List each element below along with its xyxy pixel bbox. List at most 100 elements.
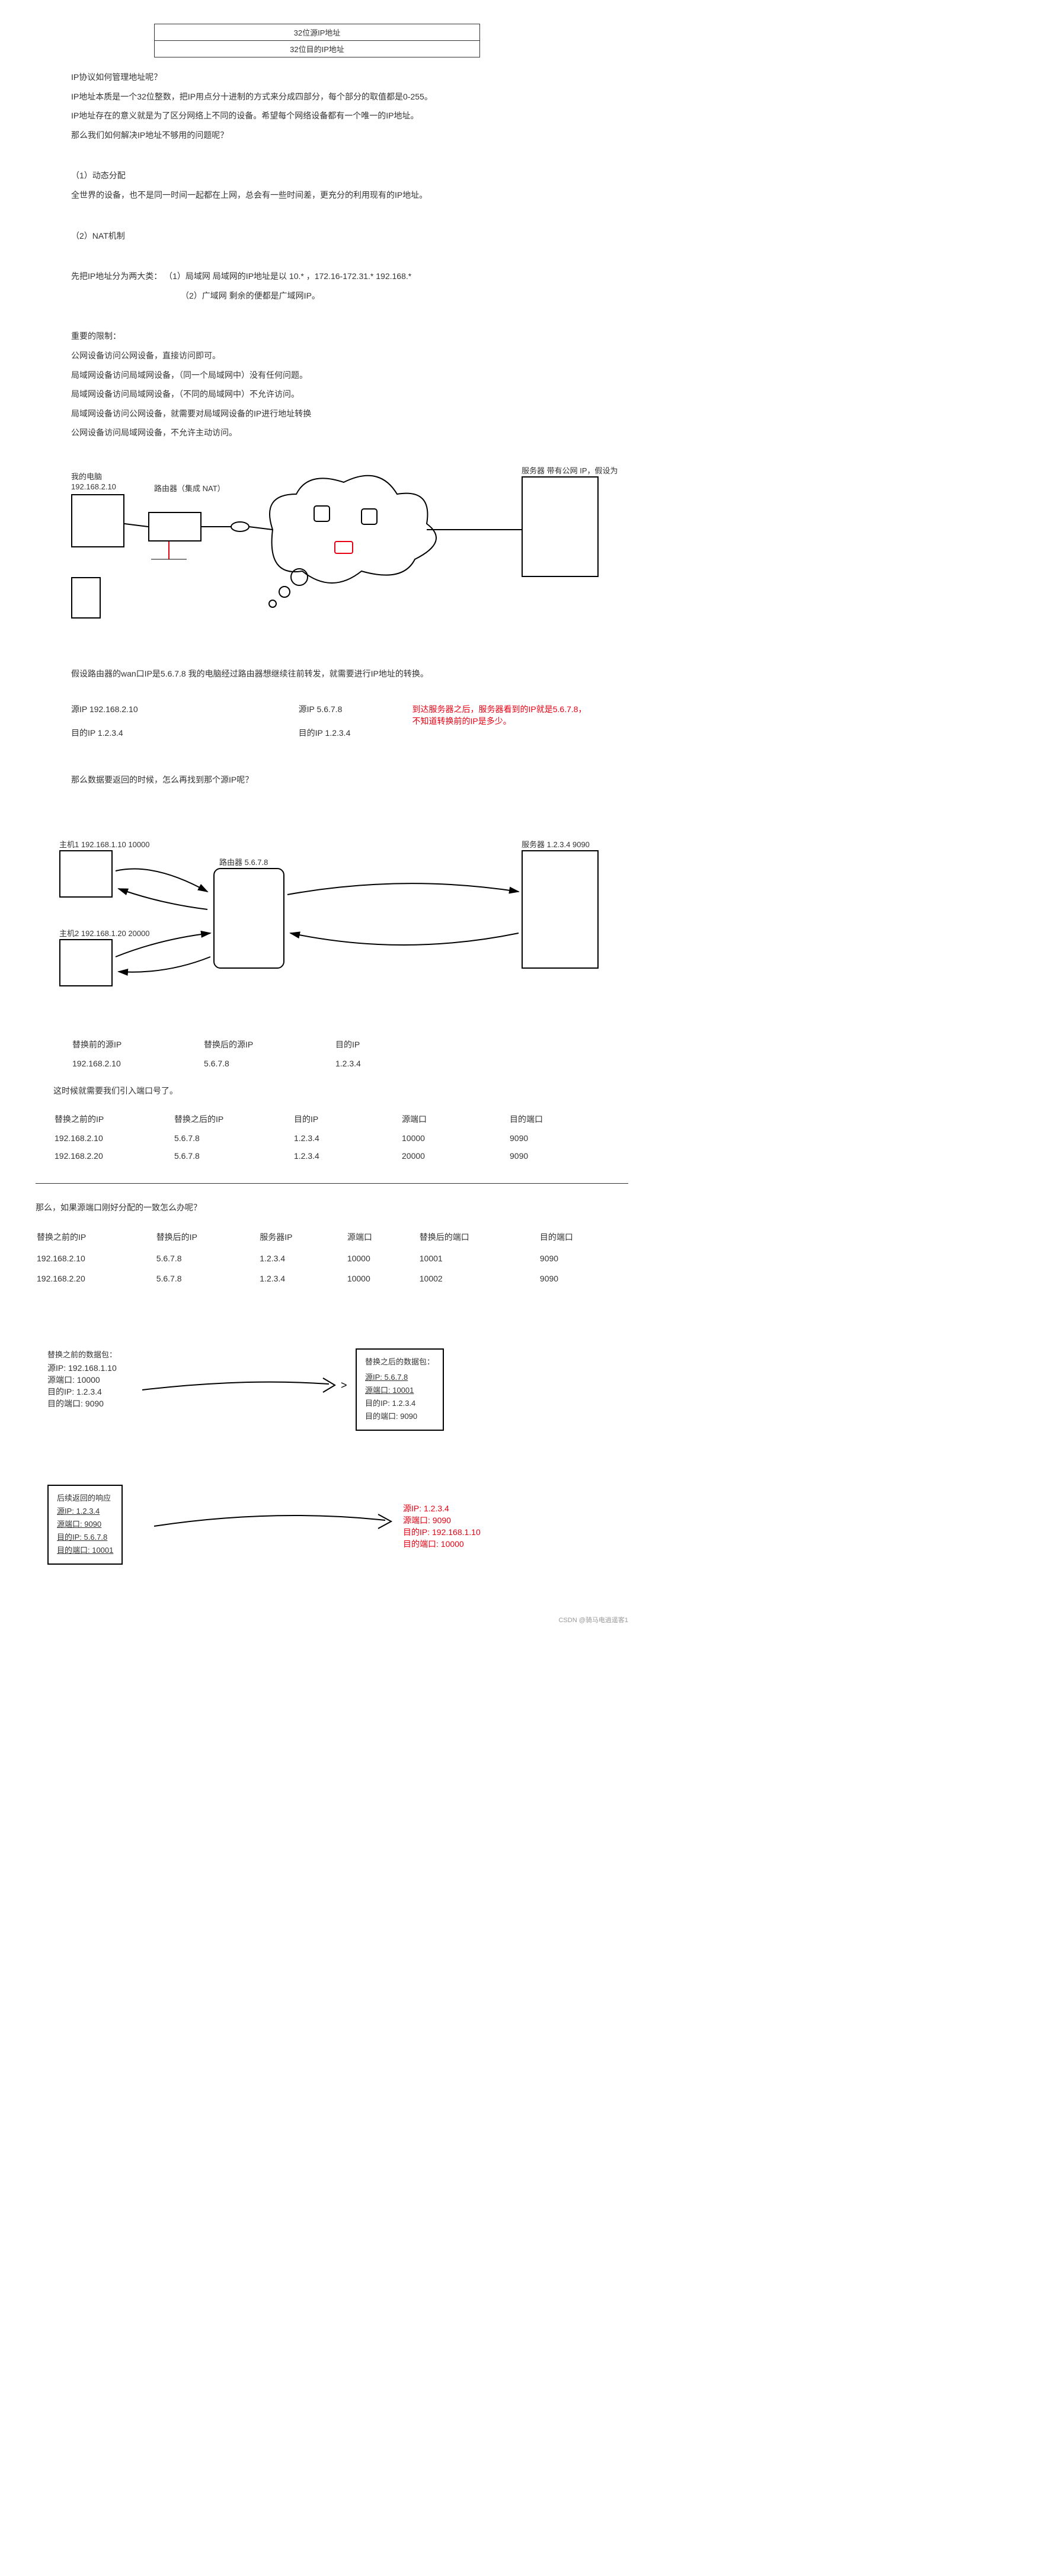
rs-l1: 源IP: 1.2.3.4 xyxy=(57,1505,113,1518)
intro-q1: IP协议如何管理地址呢？ xyxy=(71,69,628,85)
svg-text:>: > xyxy=(341,1379,347,1391)
t3-h5: 目的端口 xyxy=(540,1226,627,1248)
t3-r0c1: 5.6.7.8 xyxy=(156,1249,259,1268)
t2-r0c1: 5.6.7.8 xyxy=(174,1130,293,1146)
sec2-title: （2）NAT机制 xyxy=(71,228,628,244)
pa-l3: 目的IP: 1.2.3.4 xyxy=(365,1397,434,1410)
footer-credit: CSDN @骑马电逍遥客1 xyxy=(36,1615,628,1625)
t2-h0: 替换之前的IP xyxy=(55,1110,173,1129)
d2-host2: 主机2 192.168.1.20 20000 xyxy=(59,927,150,938)
t2-h2: 目的IP xyxy=(294,1110,401,1129)
t1-r0c1: 5.6.7.8 xyxy=(204,1055,334,1072)
t1-h1: 替换后的源IP xyxy=(204,1035,334,1054)
t3-r0c5: 9090 xyxy=(540,1249,627,1268)
q3: 那么数据要返回的时候，怎么再找到那个源IP呢？ xyxy=(71,772,628,788)
pb-l1: 源IP: 192.168.1.10 xyxy=(47,1362,117,1374)
t3-r1c1: 5.6.7.8 xyxy=(156,1269,259,1288)
d1-computer-label: 我的电脑 xyxy=(71,470,102,482)
sec2-1a: （1）局域网 局域网的IP地址是以 10.* ，172.16-172.31.* … xyxy=(164,271,411,281)
d2-router: 路由器 5.6.7.8 xyxy=(219,856,268,867)
t3-h1: 替换后的IP xyxy=(156,1226,259,1248)
rule-2: 局域网设备访问局域网设备，（不同的局域网中）不允许访问。 xyxy=(71,386,628,402)
d1-note2: 不知道转换前的IP是多少。 xyxy=(412,715,628,727)
t3-r1c5: 9090 xyxy=(540,1269,627,1288)
d1-server-box xyxy=(522,476,599,577)
t2-r0c0: 192.168.2.10 xyxy=(55,1130,173,1146)
d1-below: 假设路由器的wan口IP是5.6.7.8 我的电脑经过路由器想继续往前转发，就需… xyxy=(71,666,628,682)
t2-r1c4: 9090 xyxy=(510,1148,561,1164)
t3-h0: 替换之前的IP xyxy=(37,1226,155,1248)
rs-l4: 目的端口: 10001 xyxy=(57,1544,113,1557)
rule-4: 公网设备访问局域网设备，不允许主动访问。 xyxy=(71,425,628,441)
sec2-classify: 先把IP地址分为两大类： （1）局域网 局域网的IP地址是以 10.* ，172… xyxy=(71,268,628,284)
pa-l1: 源IP: 5.6.7.8 xyxy=(365,1371,434,1384)
pa-title: 替换之后的数据包： xyxy=(365,1356,434,1369)
t2-r1c3: 20000 xyxy=(402,1148,508,1164)
q4: 那么，如果源端口刚好分配的一致怎么办呢？ xyxy=(36,1202,628,1213)
packet-after-box: 替换之后的数据包： 源IP: 5.6.7.8 源端口: 10001 目的IP: … xyxy=(356,1348,444,1430)
d2-server-box xyxy=(522,850,599,969)
rs-title: 后续返回的响应 xyxy=(57,1492,113,1505)
d1-small-box xyxy=(71,577,101,619)
intro-p1: IP地址本质是一个32位整数，把IP用点分十进制的方式来分成四部分，每个部分的取… xyxy=(71,89,628,105)
pb-l2: 源端口: 10000 xyxy=(47,1374,117,1386)
t3-r1c3: 10000 xyxy=(347,1269,418,1288)
d1-router-box xyxy=(148,512,202,542)
t1-h2: 目的IP xyxy=(335,1035,379,1054)
d1-src-r: 源IP 5.6.7.8 xyxy=(299,703,412,715)
t1-r0c2: 1.2.3.4 xyxy=(335,1055,379,1072)
table-1: 替换前的源IP 替换后的源IP 目的IP 192.168.2.10 5.6.7.… xyxy=(71,1034,380,1073)
hdr-row-dst: 32位目的IP地址 xyxy=(155,41,480,57)
sec1-body: 全世界的设备，也不是同一时间一起都在上网，总会有一些时间差，更充分的利用现有的I… xyxy=(71,187,628,203)
rr-l2: 源端口: 9090 xyxy=(403,1514,481,1526)
response-box: 后续返回的响应 源IP: 1.2.3.4 源端口: 9090 目的IP: 5.6… xyxy=(47,1485,123,1564)
d1-ip-row: 源IP 192.168.2.10 目的IP 1.2.3.4 源IP 5.6.7.… xyxy=(71,703,628,739)
rr-l4: 目的端口: 10000 xyxy=(403,1538,481,1550)
t3-h2: 服务器IP xyxy=(260,1226,346,1248)
hdr-row-src: 32位源IP地址 xyxy=(155,24,480,41)
sec1-title: （1）动态分配 xyxy=(71,168,628,184)
diagram-nat: 我的电脑 192.168.2.10 路由器（集成 NAT） 服务器 带有公网 I… xyxy=(36,459,628,648)
d1-note1: 到达服务器之后，服务器看到的IP就是5.6.7.8， xyxy=(412,703,628,715)
cloud-icon xyxy=(270,476,436,583)
ip-header-table: 32位源IP地址 32位目的IP地址 xyxy=(154,24,480,57)
t1-r0c0: 192.168.2.10 xyxy=(72,1055,203,1072)
d2-server: 服务器 1.2.3.4 9090 xyxy=(522,838,590,850)
d1-computer-ip: 192.168.2.10 xyxy=(71,482,116,491)
pb-l3: 目的IP: 1.2.3.4 xyxy=(47,1386,117,1398)
sec2-pre: 先把IP地址分为两大类： xyxy=(71,271,162,281)
t3-r0c4: 10001 xyxy=(420,1249,539,1268)
d1-computer-box xyxy=(71,494,124,547)
table-3: 替换之前的IP 替换后的IP 服务器IP 源端口 替换后的端口 目的端口 192… xyxy=(36,1225,628,1289)
diagram-response: 后续返回的响应 源IP: 1.2.3.4 源端口: 9090 目的IP: 5.6… xyxy=(36,1485,628,1591)
rule-1: 局域网设备访问局域网设备，（同一个局域网中）没有任何问题。 xyxy=(71,367,628,383)
rule-3: 局域网设备访问公网设备，就需要对局域网设备的IP进行地址转换 xyxy=(71,406,628,422)
t2-r0c2: 1.2.3.4 xyxy=(294,1130,401,1146)
rules-title: 重要的限制： xyxy=(71,328,628,344)
rule-0: 公网设备访问公网设备，直接访问即可。 xyxy=(71,348,628,364)
t3-h4: 替换后的端口 xyxy=(420,1226,539,1248)
t3-r1c0: 192.168.2.20 xyxy=(37,1269,155,1288)
d1-dst-l: 目的IP 1.2.3.4 xyxy=(71,727,299,739)
t2-h1: 替换之后的IP xyxy=(174,1110,293,1129)
pb-l4: 目的端口: 9090 xyxy=(47,1398,117,1409)
t2-r1c0: 192.168.2.20 xyxy=(55,1148,173,1164)
t2-r0c4: 9090 xyxy=(510,1130,561,1146)
t2-r0c3: 10000 xyxy=(402,1130,508,1146)
intro-p2: IP地址存在的意义就是为了区分网络上不同的设备。希望每个网络设备都有一个唯一的I… xyxy=(71,108,628,124)
response-red: 源IP: 1.2.3.4 源端口: 9090 目的IP: 192.168.1.1… xyxy=(403,1502,481,1550)
t2-h3: 源端口 xyxy=(402,1110,508,1129)
t3-h3: 源端口 xyxy=(347,1226,418,1248)
document-content: 32位源IP地址 32位目的IP地址 IP协议如何管理地址呢？ IP地址本质是一… xyxy=(36,24,628,1625)
t3-r1c2: 1.2.3.4 xyxy=(260,1269,346,1288)
d1-router-label: 路由器（集成 NAT） xyxy=(154,482,225,494)
port-line: 这时候就需要我们引入端口号了。 xyxy=(53,1085,628,1097)
rr-l3: 目的IP: 192.168.1.10 xyxy=(403,1526,481,1538)
intro-q2: 那么我们如何解决IP地址不够用的问题呢？ xyxy=(71,127,628,143)
d1-dst-r: 目的IP 1.2.3.4 xyxy=(299,727,412,739)
divider xyxy=(36,1183,628,1184)
pa-l2: 源端口: 10001 xyxy=(365,1384,434,1397)
t3-r0c0: 192.168.2.10 xyxy=(37,1249,155,1268)
d2-host1: 主机1 192.168.1.10 10000 xyxy=(59,838,150,850)
rs-l2: 源端口: 9090 xyxy=(57,1518,113,1531)
